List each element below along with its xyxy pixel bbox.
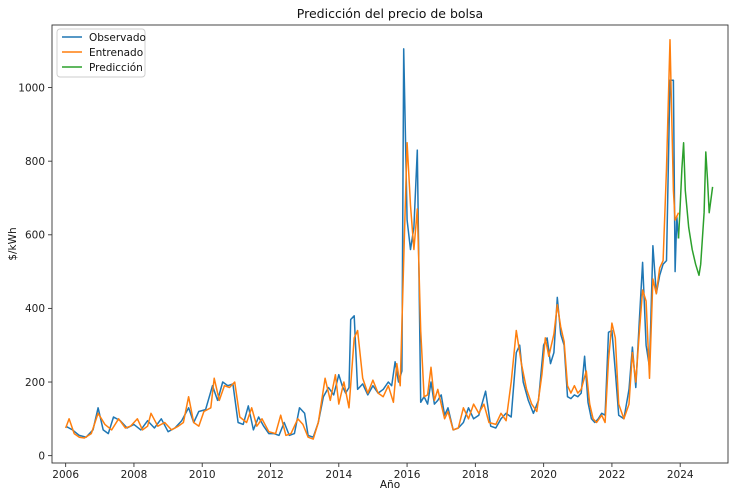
plot-area <box>64 38 714 440</box>
chart-title: Predicción del precio de bolsa <box>297 6 483 21</box>
axis-ticks: 2006 2008 2010 2012 2014 2016 2018 2020 2022 2024… <box>18 82 694 481</box>
series-line-3 <box>677 142 714 277</box>
x-tick-label: 2018 <box>462 469 489 481</box>
legend: Observado Entrenado Predicción <box>56 28 146 78</box>
x-tick-label: 2012 <box>257 469 284 481</box>
legend-label-3: Predicción <box>89 62 143 74</box>
legend-label-2: Entrenado <box>89 47 143 59</box>
legend-label-1: Observado <box>89 32 146 44</box>
axes-frame <box>51 24 729 464</box>
x-tick-label: 2014 <box>325 469 352 481</box>
y-tick-label: 600 <box>25 230 45 242</box>
x-tick-label: 2008 <box>121 469 148 481</box>
y-tick-label: 400 <box>25 303 45 315</box>
x-tick-label: 2020 <box>530 469 557 481</box>
series-line-2 <box>64 38 680 440</box>
x-tick-label: 2016 <box>394 469 421 481</box>
y-axis-label: $/kWh <box>7 227 19 260</box>
series-line-1 <box>65 48 680 438</box>
x-tick-label: 2024 <box>667 469 694 481</box>
x-tick-label: 2022 <box>599 469 626 481</box>
y-tick-label: 200 <box>25 377 45 389</box>
x-tick-label: 2006 <box>52 469 79 481</box>
y-tick-label: 1000 <box>18 82 45 94</box>
legend-box <box>56 28 146 78</box>
x-tick-label: 2010 <box>189 469 216 481</box>
x-axis-label: Año <box>380 479 400 491</box>
y-tick-label: 0 <box>38 450 45 462</box>
y-tick-label: 800 <box>25 156 45 168</box>
